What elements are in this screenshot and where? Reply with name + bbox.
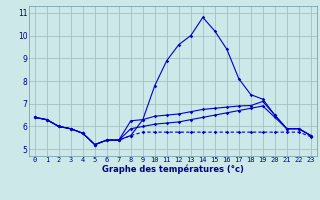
X-axis label: Graphe des températures (°c): Graphe des températures (°c) bbox=[102, 165, 244, 174]
